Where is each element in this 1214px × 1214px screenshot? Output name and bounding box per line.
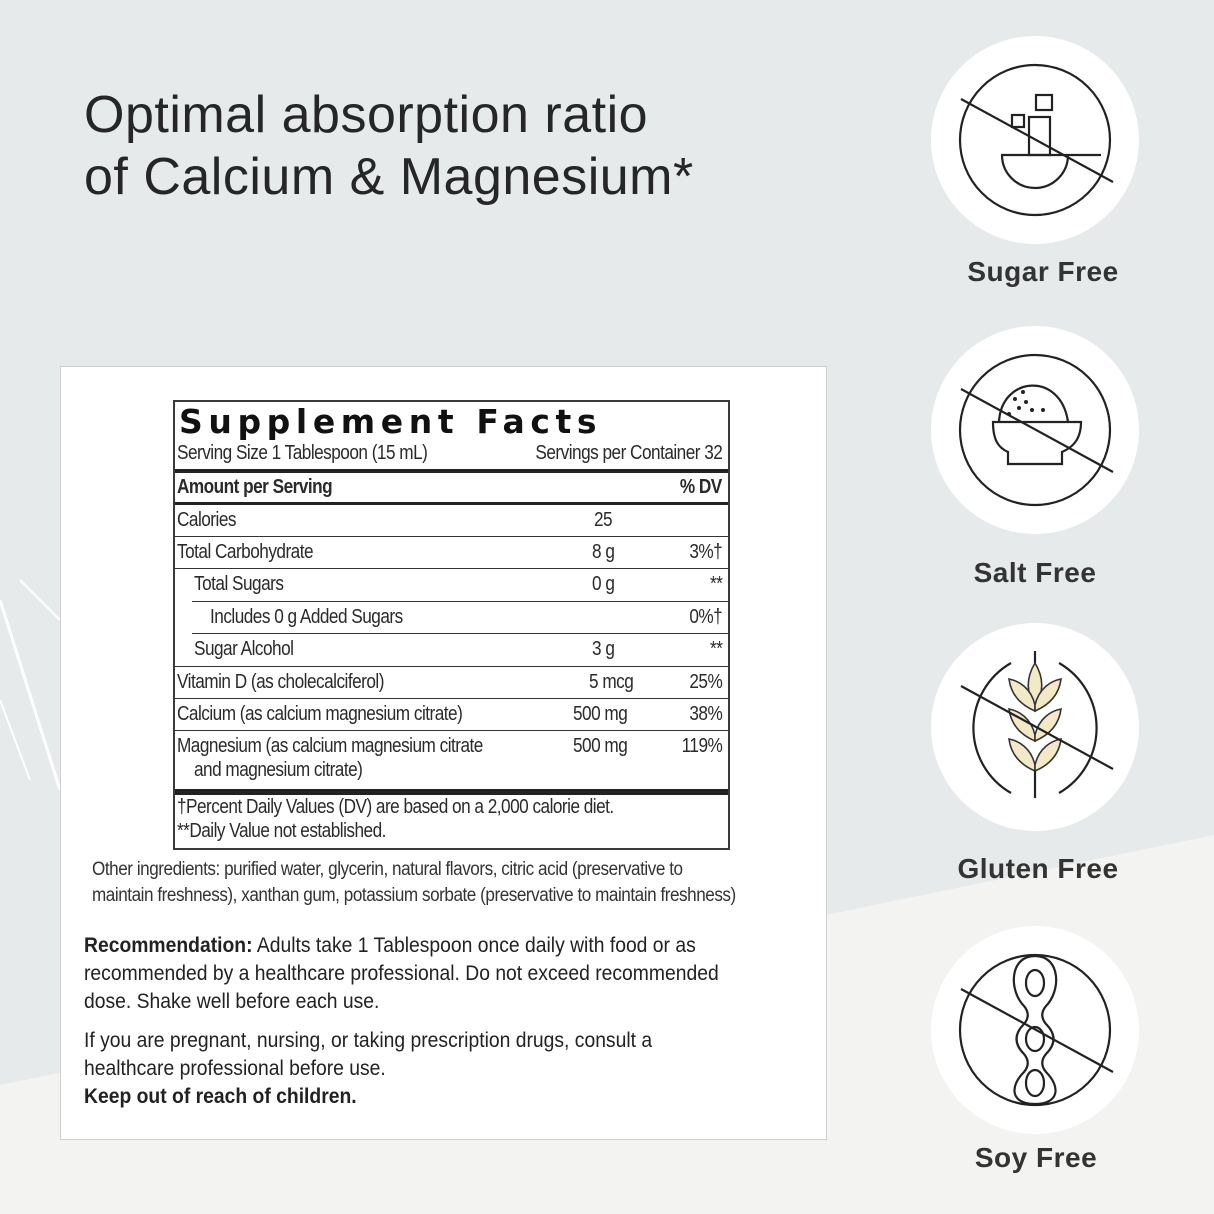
- recommendation-text: recommended by a healthcare professional…: [84, 962, 719, 985]
- no-gluten-icon: [960, 651, 1114, 798]
- nutrient-name: Magnesium (as calcium magnesium citrate: [177, 735, 483, 757]
- nutrient-amount: 25: [594, 509, 613, 531]
- sugar-free-badge: [931, 36, 1139, 244]
- no-sugar-icon: [958, 63, 1114, 217]
- nutrient-name: Vitamin D (as cholecalciferol): [177, 671, 384, 693]
- serving-size: Serving Size 1 Tablespoon (15 mL): [177, 442, 428, 464]
- recommendation-label: Recommendation:: [84, 934, 253, 957]
- servings-per-container: Servings per Container 32: [535, 442, 722, 464]
- warning: If you are pregnant, nursing, or taking …: [84, 1027, 820, 1111]
- recommendation-text: Adults take 1 Tablespoon once daily with…: [252, 934, 696, 957]
- nutrient-name: Total Carbohydrate: [177, 541, 314, 563]
- nutrient-amount: 8 g: [591, 541, 615, 563]
- nutrient-dv: 25%: [689, 671, 722, 693]
- sugar-free-label: Sugar Free: [967, 256, 1119, 287]
- gluten-free-badge: [931, 623, 1139, 831]
- other-ingredients-line: Other ingredients: purified water, glyce…: [92, 859, 683, 880]
- other-ingredients: Other ingredients: purified water, glyce…: [92, 857, 812, 909]
- facts-row: Total Sugars 0 g **: [175, 569, 728, 602]
- nutrient-name: Sugar Alcohol: [194, 638, 294, 660]
- headline-line-2: of Calcium & Magnesium*: [84, 148, 694, 206]
- soy-free-badge: [931, 926, 1139, 1134]
- footnote-not-established: **Daily Value not established.: [177, 820, 386, 842]
- salt-free-badge: [931, 326, 1139, 534]
- nutrient-dv: 0%†: [689, 606, 722, 628]
- headline-line-1: Optimal absorption ratio: [84, 86, 649, 144]
- nutrient-name: Total Sugars: [194, 573, 284, 595]
- no-soy-icon: [958, 953, 1114, 1107]
- facts-row: Total Carbohydrate 8 g 3%†: [175, 537, 728, 569]
- nutrient-amount: 3 g: [591, 638, 615, 660]
- nutrient-dv: 119%: [681, 735, 722, 757]
- facts-row: Calories 25: [175, 505, 728, 537]
- other-ingredients-line: maintain freshness), xanthan gum, potass…: [92, 885, 736, 906]
- divider-thick: [175, 789, 728, 795]
- supplement-facts-table: Supplement Facts Serving Size 1 Tablespo…: [173, 400, 730, 850]
- nutrient-amount: 500 mg: [573, 735, 628, 757]
- supplement-facts-title: Supplement Facts: [179, 402, 603, 441]
- facts-row: Sugar Alcohol 3 g **: [175, 634, 728, 667]
- headline: Optimal absorption ratio of Calcium & Ma…: [84, 84, 694, 208]
- nutrient-dv: 38%: [689, 703, 722, 725]
- gluten-free-label: Gluten Free: [957, 853, 1119, 884]
- no-salt-icon: [958, 353, 1114, 507]
- amount-per-serving-header: Amount per Serving: [177, 476, 333, 498]
- facts-row: Vitamin D (as cholecalciferol) 5 mcg 25%: [175, 667, 728, 699]
- nutrient-dv: **: [709, 638, 723, 660]
- label-panel: Supplement Facts Serving Size 1 Tablespo…: [60, 366, 827, 1140]
- keep-out-of-reach: Keep out of reach of children.: [84, 1085, 357, 1108]
- nutrient-amount: 500 mg: [573, 703, 628, 725]
- warning-text: healthcare professional before use.: [84, 1057, 386, 1080]
- divider-thick: [175, 502, 728, 505]
- nutrient-amount: 5 mcg: [589, 671, 634, 693]
- nutrient-name: Calcium (as calcium magnesium citrate): [177, 703, 463, 725]
- facts-row: Calcium (as calcium magnesium citrate) 5…: [175, 699, 728, 731]
- warning-text: If you are pregnant, nursing, or taking …: [84, 1029, 653, 1052]
- nutrient-dv: 3%†: [689, 541, 722, 563]
- nutrient-name: Calories: [177, 509, 236, 531]
- nutrient-amount: 0 g: [591, 573, 615, 595]
- facts-row: Magnesium (as calcium magnesium citrate …: [175, 731, 728, 789]
- recommendation-text: dose. Shake well before each use.: [84, 990, 380, 1013]
- dv-header: % DV: [680, 476, 722, 498]
- facts-row: Includes 0 g Added Sugars 0%†: [175, 602, 728, 634]
- recommendation: Recommendation: Adults take 1 Tablespoon…: [84, 932, 820, 1016]
- nutrient-dv: **: [709, 573, 723, 595]
- nutrient-name: Includes 0 g Added Sugars: [210, 606, 403, 628]
- nutrient-name-continued: and magnesium citrate): [194, 759, 363, 781]
- footnote-dv: †Percent Daily Values (DV) are based on …: [177, 796, 614, 818]
- divider-thick: [175, 469, 728, 473]
- soy-free-label: Soy Free: [974, 1142, 1098, 1173]
- salt-free-label: Salt Free: [973, 557, 1097, 588]
